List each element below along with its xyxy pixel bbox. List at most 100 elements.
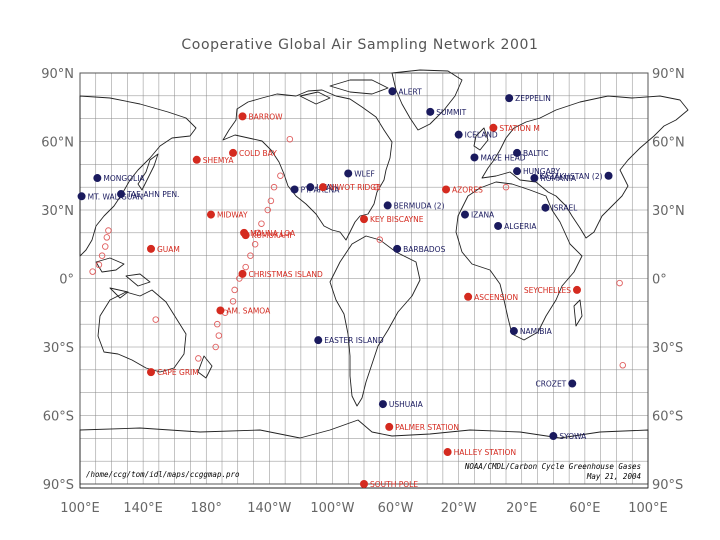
site-label: CHRISTMAS ISLAND (249, 270, 323, 279)
ship-sample-point (212, 343, 219, 351)
ship-sample-point (251, 240, 259, 248)
coastlines (79, 69, 689, 489)
site-marker (344, 169, 353, 178)
map-title: Cooperative Global Air Sampling Network … (181, 37, 539, 53)
ship-sample-point (270, 183, 278, 191)
site-label: SHEMYA (203, 156, 235, 165)
ship-sample-point (152, 316, 159, 323)
site-marker (360, 215, 368, 224)
site-marker (604, 171, 613, 180)
site-marker (216, 306, 225, 315)
lat-tick-label-right: 90°N (652, 67, 685, 82)
site-label: CAPE GRIM (157, 368, 199, 377)
site-marker (393, 244, 402, 253)
site-label: AZORES (452, 185, 483, 194)
ship-sample-point (229, 298, 237, 305)
lat-tick-label-right: 30°S (652, 341, 683, 356)
lon-tick-label: 100°E (60, 501, 100, 516)
site-label: IZANA (471, 211, 495, 220)
site-label: SEYCHELLES (524, 286, 571, 295)
uk-coast (473, 127, 489, 151)
site-label: BARROW (249, 112, 284, 121)
data-source: NOAA/CMDL/Carbon Cycle Greenhouse Gases (464, 462, 641, 471)
ship-sample-point (502, 183, 510, 191)
site-marker (426, 107, 435, 116)
lat-tick-label-right: 60°N (652, 136, 685, 151)
ship-sample-point (286, 135, 294, 143)
lon-tick-label: 100°W (310, 501, 354, 516)
japan-coast (137, 153, 159, 191)
site-label: NIWOT RIDGE (329, 183, 381, 192)
site-label: ZEPPELIN (515, 94, 551, 103)
site-label: ISRAEL (551, 204, 578, 213)
site-label: CROZET (535, 380, 566, 389)
site-marker (383, 201, 392, 210)
lat-tick-label-left: 30°N (41, 204, 74, 219)
axis-labels: 90°N 60°N 30°N 0° 30°S 60°S 90°S 90°N 60°N 30°N 0°… (41, 67, 685, 516)
site-marker (464, 292, 473, 301)
ship-sample-point (619, 362, 627, 369)
site-label: BALTIC (523, 149, 548, 158)
site-label: AM. SAMOA (226, 306, 271, 315)
site-marker (147, 244, 155, 253)
site-label: MACE HEAD (480, 153, 525, 162)
site-label: MONGOLIA (103, 174, 145, 183)
lat-tick-label-left: 60°S (43, 410, 74, 425)
site-label: MAUNA LOA (250, 229, 296, 238)
site-label: TAE-AHN PEN. (126, 190, 179, 199)
ship-sample-point (98, 252, 106, 259)
site-marker (513, 148, 522, 157)
ship-sample-point (264, 206, 272, 214)
site-marker (513, 167, 522, 176)
site-label: EASTER ISLAND (324, 336, 384, 345)
site-marker (378, 400, 387, 409)
ship-sample-point (214, 320, 221, 328)
ship-sample-point (258, 220, 265, 227)
ship-sample-points (89, 135, 627, 369)
madagascar-coast (573, 299, 583, 327)
site-marker (443, 448, 452, 457)
site-label: COLD BAY (239, 149, 277, 158)
site-label: GUAM (157, 245, 180, 254)
site-marker (77, 192, 86, 201)
site-marker (192, 155, 201, 164)
north-america-coast (222, 89, 393, 241)
site-label: BERMUDA (2) (394, 201, 445, 210)
site-label: STATION M (499, 124, 539, 133)
site-marker (541, 203, 550, 212)
site-label: ICELAND (465, 131, 498, 140)
site-marker (238, 112, 247, 121)
site-label: BARBADOS (403, 245, 445, 254)
map-date: May 21, 2004 (586, 472, 641, 481)
site-marker (573, 285, 581, 294)
site-marker (494, 221, 503, 230)
site-marker (509, 327, 518, 336)
antarctica-coast (79, 419, 649, 489)
site-label: NAMIBIA (520, 327, 553, 336)
site-marker (229, 148, 238, 157)
sampling-sites: ALERT ZEPPELIN SUMMIT BARROW STATION MICELAN… (77, 87, 613, 489)
site-label: ROMANIA (540, 174, 577, 183)
site-marker (117, 190, 126, 199)
lon-tick-label: 60°W (378, 501, 414, 516)
site-marker (568, 379, 577, 388)
site-marker (241, 231, 250, 240)
site-marker (470, 153, 479, 162)
lat-tick-label-left: 60°N (41, 136, 74, 151)
site-marker (318, 183, 327, 192)
ship-sample-point (95, 261, 103, 269)
site-label: KUMUKAHI (252, 231, 292, 240)
site-label: SUMMIT (436, 108, 466, 117)
south-america-coast (329, 235, 421, 407)
ship-sample-point (195, 355, 202, 362)
site-label: USHUAIA (389, 400, 424, 409)
site-marker (238, 269, 247, 278)
site-marker (530, 174, 539, 183)
ship-sample-point (242, 263, 249, 271)
site-label: HUNGARY (523, 167, 560, 176)
ship-sample-point (101, 243, 109, 250)
site-label: MT. WALIGUAN (88, 192, 144, 201)
ship-sample-point (231, 286, 238, 294)
site-label: PALMER STATION (395, 423, 459, 432)
site-label: ALERT (398, 87, 422, 96)
